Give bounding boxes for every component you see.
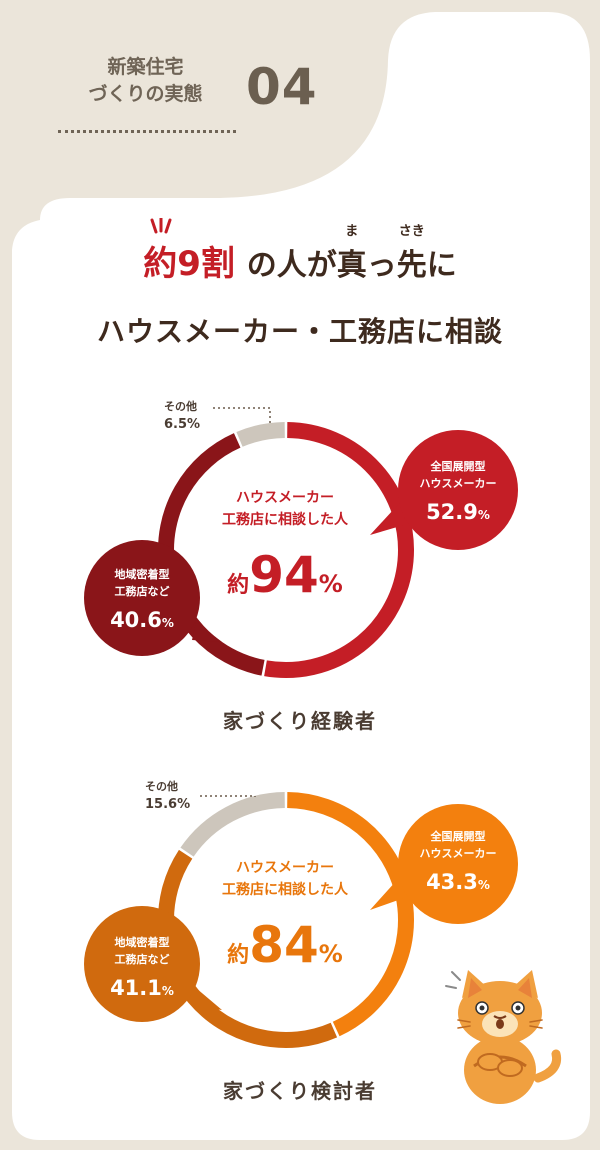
headline-highlight: 約9割: [143, 244, 247, 284]
chart2-center-unit: %: [318, 940, 343, 968]
chart2-maker-bubble-tail: [370, 870, 406, 910]
chart1-center-line2: 工務店に相談した人: [222, 512, 348, 528]
chart2-maker-unit: %: [477, 878, 490, 892]
chart1-other-label: その他 6.5%: [164, 398, 200, 434]
headline-saki: さき先: [396, 224, 427, 284]
headline-line1: 約9割 の人がま真っ さき先に: [0, 224, 600, 285]
section-label-line1: 新築住宅: [107, 56, 184, 78]
headline-line2: ハウスメーカー・工務店に相談: [96, 315, 503, 348]
chart1-other-name: その他: [164, 400, 197, 413]
chart1-other-unit: %: [187, 417, 201, 432]
chart1-center-number: 94: [249, 546, 319, 604]
headline-suffix: に: [426, 248, 457, 283]
chart2-slice-3: [180, 792, 286, 857]
headline-tsu: っ: [366, 248, 397, 283]
chart1-center-prefix: 約: [227, 573, 250, 598]
chart2-center-prefix: 約: [227, 943, 250, 968]
headline-kanji: 割: [200, 244, 235, 284]
section-header: 新築住宅 づくりの実態 04: [58, 54, 318, 144]
cat-mascot-icon: [445, 970, 562, 1104]
chart1-center-unit: %: [318, 570, 343, 598]
chart1-maker-value: 52.9: [426, 500, 478, 524]
section-number: 04: [246, 58, 318, 116]
chart1-builder-bubble-text: 地域密着型 工務店など 40.6%: [86, 566, 198, 632]
chart2-maker-bubble: [398, 804, 518, 924]
chart2-center-line1: ハウスメーカー: [236, 860, 334, 876]
chart1-builder-unit: %: [161, 616, 174, 630]
chart1-slice-1: [264, 422, 414, 678]
sparkle-icon: [150, 218, 172, 234]
chart2-other-leader-line: [200, 795, 256, 797]
chart2-builder-bubble-tail: [192, 988, 222, 1010]
ruby-saki: さき: [398, 224, 425, 239]
headline-prefix: 約: [143, 244, 178, 284]
chart2-builder-unit: %: [161, 984, 174, 998]
chart2-other-unit: %: [177, 797, 191, 812]
chart1-slice-3: [236, 422, 286, 447]
chart1-maker-bubble: [398, 430, 518, 550]
headline-mid: の人が: [246, 248, 337, 283]
chart2-other-value: 15.6: [145, 797, 178, 812]
chart2-maker-line1: 全国展開型: [430, 830, 486, 843]
chart2-center-label: ハウスメーカー 工務店に相談した人: [200, 857, 370, 901]
chart1-other-leader-line: [213, 407, 271, 425]
chart1-builder-bubble-tail: [192, 622, 222, 642]
chart2-maker-line2: ハウスメーカー: [419, 847, 497, 860]
header-dotted-divider: [58, 130, 236, 133]
chart1-center-label: ハウスメーカー 工務店に相談した人: [200, 487, 370, 531]
section-label: 新築住宅 づくりの実態: [58, 54, 233, 108]
chart1-maker-bubble-tail: [370, 496, 406, 535]
chart1-center-value: 約94%: [195, 546, 375, 604]
chart2-title: 家づくり検討者: [223, 1079, 377, 1103]
chart1-center-line1: ハウスメーカー: [236, 490, 334, 506]
kanji-ma: 真: [336, 248, 367, 283]
chart1-builder-line1: 地域密着型: [114, 568, 170, 581]
kanji-saki: 先: [396, 248, 427, 283]
chart2-other-label: その他 15.6%: [145, 778, 190, 814]
chart2-maker-value: 43.3: [426, 870, 478, 894]
chart1-other-value: 6.5: [164, 417, 188, 432]
chart2-slice-1: [287, 792, 414, 1037]
chart2-builder-bubble: [84, 906, 200, 1022]
chart2-maker-bubble-text: 全国展開型 ハウスメーカー 43.3%: [400, 828, 516, 894]
chart2-builder-line1: 地域密着型: [114, 936, 170, 949]
chart1-maker-unit: %: [477, 508, 490, 522]
chart2-builder-value: 41.1: [110, 976, 162, 1000]
chart1-builder-bubble: [84, 540, 200, 656]
chart1-builder-line2: 工務店など: [114, 585, 170, 598]
chart2-builder-line2: 工務店など: [114, 953, 170, 966]
headline-ma: ま真: [336, 224, 367, 284]
chart2-builder-bubble-text: 地域密着型 工務店など 41.1%: [86, 934, 198, 1000]
chart1-title: 家づくり経験者: [223, 709, 377, 733]
chart2-other-name: その他: [145, 780, 178, 793]
chart1-maker-line2: ハウスメーカー: [419, 477, 497, 490]
chart2-center-value: 約84%: [195, 916, 375, 974]
chart2-center-line2: 工務店に相談した人: [222, 882, 348, 898]
section-label-line2: づくりの実態: [88, 83, 203, 105]
chart1-maker-line1: 全国展開型: [430, 460, 486, 473]
ruby-ma: ま: [345, 224, 359, 239]
chart2-center-number: 84: [249, 916, 319, 974]
chart1-builder-value: 40.6: [110, 608, 162, 632]
headline-number: 9: [177, 244, 201, 284]
chart1-maker-bubble-text: 全国展開型 ハウスメーカー 52.9%: [400, 458, 516, 524]
